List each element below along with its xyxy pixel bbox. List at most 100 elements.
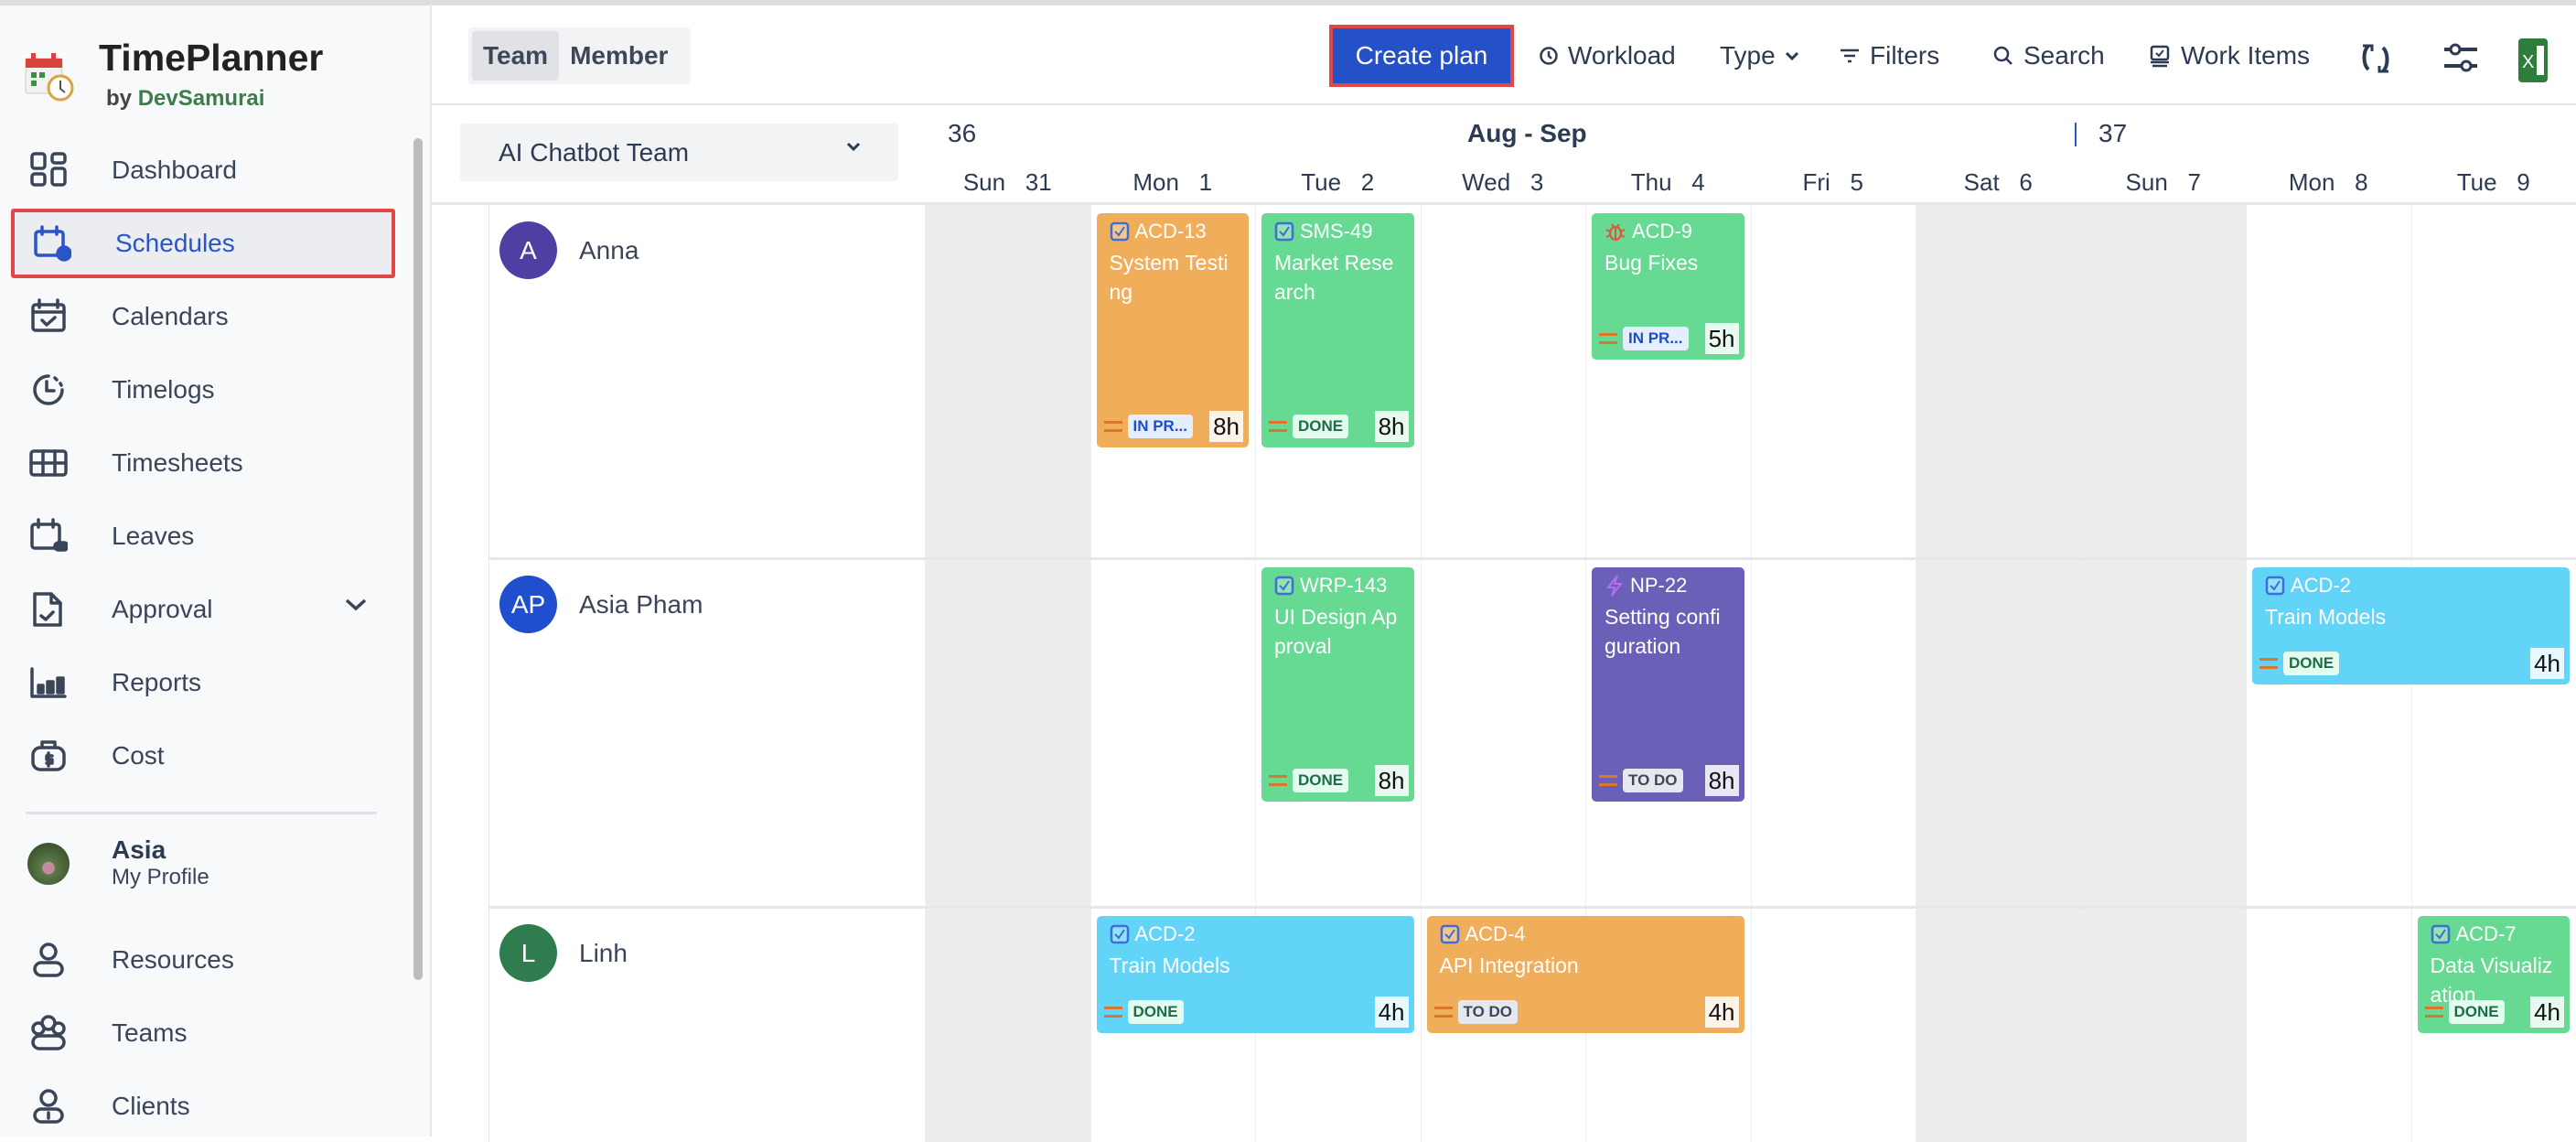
issue-key: ACD-2 [2291, 574, 2351, 598]
plan-card[interactable]: WRP-143 UI Design Approval DONE 8h [1261, 567, 1414, 802]
grid-table-icon [27, 442, 70, 484]
resource-name: Asia Pham [579, 590, 703, 619]
issue-key: ACD-2 [1135, 922, 1196, 946]
plan-key: ACD-7 [2431, 920, 2558, 949]
month-range: Aug - Sep [1467, 119, 1587, 148]
plan-title: Market Research [1274, 248, 1401, 307]
sidebar-item-cost[interactable]: Cost [11, 721, 395, 791]
plan-hours: 8h [1375, 765, 1409, 796]
team-select-value: AI Chatbot Team [499, 138, 689, 167]
refresh-icon[interactable] [2359, 40, 2392, 77]
day-header: Tue 2 [1255, 168, 1421, 197]
plan-hours: 4h [2530, 648, 2564, 679]
day-header: Mon 1 [1090, 168, 1256, 197]
issue-key: SMS-49 [1300, 220, 1372, 243]
calendar-header-divider [432, 202, 2576, 205]
sidebar-item-teams[interactable]: Teams [11, 998, 395, 1068]
issue-key: ACD-13 [1135, 220, 1207, 243]
type-dropdown[interactable]: Type [1720, 33, 1799, 79]
sidebar-scrollbar[interactable] [413, 138, 423, 980]
week-number: 37 [2098, 119, 2127, 148]
sidebar-item-label: Timelogs [112, 375, 215, 404]
bug-icon [1605, 221, 1626, 242]
plan-hours: 8h [1209, 411, 1243, 442]
team-view-tab[interactable]: Team [472, 31, 559, 81]
sidebar-divider [26, 812, 377, 814]
task-checkbox-icon [1440, 924, 1460, 944]
day-of-week: Sat [1964, 168, 2000, 196]
settings-sliders-icon[interactable] [2442, 42, 2479, 73]
day-column[interactable] [2081, 205, 2247, 1142]
sidebar-item-calendars[interactable]: Calendars [11, 282, 395, 351]
status-badge: IN PR... [1623, 327, 1689, 350]
day-of-week: Wed [1462, 168, 1510, 196]
sidebar-item-label: Reports [112, 668, 201, 697]
priority-medium-icon [1104, 421, 1122, 432]
by-label: by [106, 86, 132, 111]
client-icon [27, 1085, 70, 1127]
svg-text:X: X [2522, 52, 2534, 72]
day-column[interactable] [1751, 205, 1916, 1142]
plan-title: UI Design Approval [1274, 602, 1401, 661]
plan-hours: 8h [1705, 765, 1739, 796]
day-header: Tue 9 [2411, 168, 2576, 197]
day-column[interactable] [1916, 205, 2081, 1142]
excel-export-icon[interactable]: X [2518, 38, 2548, 82]
search-button[interactable]: Search [1992, 33, 2105, 79]
filter-icon [1839, 47, 1861, 65]
person-icon [27, 939, 70, 981]
sidebar-item-reports[interactable]: Reports [11, 648, 395, 717]
issue-key: WRP-143 [1300, 574, 1387, 598]
plan-hours: 4h [1705, 997, 1739, 1028]
day-number: 1 [1199, 168, 1212, 196]
issue-key: ACD-7 [2456, 922, 2517, 946]
task-checkbox-icon [2265, 576, 2285, 596]
resource-row-header[interactable]: AP Asia Pham [499, 576, 703, 633]
task-checkbox-icon [2431, 924, 2451, 944]
sidebar-item-label: Schedules [115, 229, 235, 258]
work-items-button[interactable]: Work Items [2148, 33, 2310, 79]
workload-button[interactable]: Workload [1539, 33, 1676, 79]
status-badge: DONE [1293, 769, 1348, 792]
chevron-down-icon [845, 140, 862, 153]
day-column[interactable] [925, 205, 1090, 1142]
chevron-down-icon[interactable] [344, 597, 368, 613]
priority-medium-icon [1434, 1007, 1453, 1018]
avatar: A [499, 221, 557, 279]
plan-title: Setting configuration [1605, 602, 1732, 661]
work-items-icon [2148, 44, 2172, 68]
profile-item[interactable]: Asia My Profile [11, 829, 395, 899]
avatar: L [499, 924, 557, 982]
plan-footer: IN PR...8h [1104, 411, 1244, 442]
team-select[interactable]: AI Chatbot Team [460, 124, 898, 181]
sidebar-item-leaves[interactable]: Leaves [11, 501, 395, 571]
plan-title: Train Models [2265, 602, 2557, 631]
sidebar-item-resources[interactable]: Resources [11, 925, 395, 995]
profile-sub: My Profile [112, 864, 209, 891]
sidebar-item-timelogs[interactable]: Timelogs [11, 355, 395, 425]
sidebar-item-schedules[interactable]: Schedules [11, 209, 395, 278]
sidebar-item-timesheets[interactable]: Timesheets [11, 428, 395, 498]
create-plan-button[interactable]: Create plan [1329, 25, 1514, 87]
avatar: AP [499, 576, 557, 633]
sidebar-item-clients[interactable]: Clients [11, 1072, 395, 1141]
member-view-tab[interactable]: Member [559, 31, 679, 81]
filters-button[interactable]: Filters [1839, 33, 1939, 79]
sidebar-item-dashboard[interactable]: Dashboard [11, 135, 395, 205]
document-check-icon [27, 588, 70, 630]
profile-name: Asia [112, 836, 209, 864]
row-divider [488, 205, 489, 1142]
sidebar-item-approval[interactable]: Approval [11, 575, 395, 644]
